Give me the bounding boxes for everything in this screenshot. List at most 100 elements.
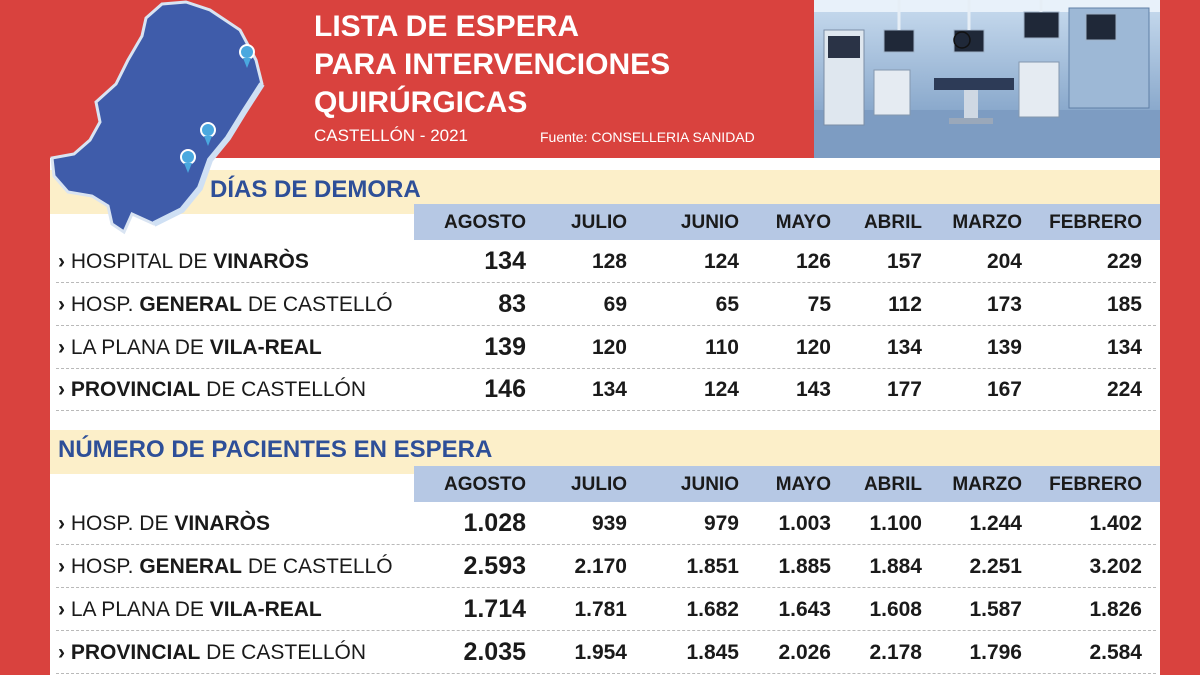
table-cell: 1.781 <box>574 598 627 621</box>
table-cell: 1.682 <box>686 598 739 621</box>
month-header-bar <box>414 466 1160 502</box>
column-header: FEBRERO <box>1049 474 1142 495</box>
row-label-bold: VINARÒS <box>213 250 309 273</box>
row-divider <box>56 673 1156 674</box>
table-cell: 167 <box>986 378 1022 401</box>
row-label-bold: VINARÒS <box>174 512 270 535</box>
title-line-1: LISTA DE ESPERA <box>314 10 580 43</box>
table-cell: 939 <box>591 512 627 535</box>
table-cell: 75 <box>807 293 831 316</box>
row-label-text: DE CASTELLÓN <box>200 641 367 664</box>
row-divider <box>56 325 1156 326</box>
table-cell: 1.796 <box>969 641 1022 664</box>
row-divider <box>56 544 1156 545</box>
table-cell: 139 <box>484 333 526 361</box>
table-cell: 177 <box>886 378 922 401</box>
table-cell: 69 <box>603 293 627 316</box>
table-cell: 979 <box>703 512 739 535</box>
row-label-bold: GENERAL <box>139 555 242 578</box>
row-label-text: DE CASTELLÓN <box>200 378 367 401</box>
row-divider <box>56 410 1156 411</box>
column-header: AGOSTO <box>444 474 526 495</box>
table-cell: 224 <box>1106 378 1142 401</box>
subtitle: CASTELLÓN - 2021 <box>314 126 469 145</box>
column-header: JULIO <box>571 474 627 495</box>
section-title: NÚMERO DE PACIENTES EN ESPERA <box>58 436 493 463</box>
row-label-bold: PROVINCIAL <box>70 378 201 401</box>
column-header: ABRIL <box>863 474 922 495</box>
table-cell: 1.845 <box>686 641 739 664</box>
chevron-right-icon: › <box>58 250 71 273</box>
table-cell: 1.714 <box>463 595 526 623</box>
hospital-pin-icon <box>200 122 216 146</box>
table-cell: 112 <box>888 293 922 316</box>
chevron-right-icon: › <box>58 293 71 316</box>
table-cell: 2.178 <box>869 641 922 664</box>
table-cell: 185 <box>1106 293 1142 316</box>
column-header: MAYO <box>775 474 831 495</box>
column-header: JUNIO <box>680 212 739 233</box>
table-cell: 2.251 <box>969 555 1022 578</box>
row-label-text: HOSPITAL DE <box>70 250 214 273</box>
map-of-castellon-icon <box>50 0 265 235</box>
table-cell: 173 <box>986 293 1022 316</box>
table-cell: 65 <box>715 293 739 316</box>
chevron-right-icon: › <box>58 336 71 359</box>
title-line-3: QUIRÚRGICAS <box>314 86 528 119</box>
table-cell: 134 <box>484 247 526 275</box>
table-cell: 120 <box>795 336 831 359</box>
title-line-2: PARA INTERVENCIONES <box>314 48 671 81</box>
table-cell: 124 <box>703 378 739 401</box>
column-header: ABRIL <box>863 212 922 233</box>
section-title: DÍAS DE DEMORA <box>210 176 421 203</box>
column-header: JUNIO <box>680 474 739 495</box>
table-cell: 128 <box>591 250 627 273</box>
hospital-pin-icon <box>180 149 196 173</box>
row-label-bold: PROVINCIAL <box>70 641 201 664</box>
table-cell: 2.170 <box>574 555 627 578</box>
table-cell: 229 <box>1106 250 1142 273</box>
row-label-text: DE CASTELLÓ <box>242 293 393 316</box>
chevron-right-icon: › <box>58 512 71 535</box>
table-cell: 2.026 <box>778 641 831 664</box>
row-label: › HOSP. GENERAL DE CASTELLÓ <box>58 293 393 317</box>
table-cell: 1.100 <box>869 512 922 535</box>
table-cell: 139 <box>986 336 1022 359</box>
table-cell: 126 <box>795 250 831 273</box>
title-block: LISTA DE ESPERA PARA INTERVENCIONES QUIR… <box>314 8 670 122</box>
chevron-right-icon: › <box>58 555 71 578</box>
row-divider <box>56 630 1156 631</box>
row-label-text: LA PLANA DE <box>70 336 210 359</box>
table-cell: 1.826 <box>1089 598 1142 621</box>
table-cell: 1.402 <box>1089 512 1142 535</box>
row-label-text: LA PLANA DE <box>70 598 210 621</box>
row-label: › PROVINCIAL DE CASTELLÓN <box>58 378 366 402</box>
chevron-right-icon: › <box>58 378 71 401</box>
row-label-bold: VILA-REAL <box>209 598 322 621</box>
hospital-pin-icon <box>239 44 255 68</box>
source-note: Fuente: CONSELLERIA SANIDAD <box>540 129 755 145</box>
table-cell: 1.244 <box>969 512 1022 535</box>
tables-panel: DÍAS DE DEMORA AGOSTO JULIO JUNIO MAYO ABRIL M… <box>50 158 1160 675</box>
row-label: › LA PLANA DE VILA-REAL <box>58 336 322 360</box>
row-label-bold: VILA-REAL <box>209 336 322 359</box>
month-header-bar <box>414 204 1160 240</box>
table-cell: 146 <box>484 375 526 403</box>
table-cell: 83 <box>498 290 526 318</box>
row-label: › HOSP. GENERAL DE CASTELLÓ <box>58 555 393 579</box>
row-label: › HOSPITAL DE VINARÒS <box>58 250 309 274</box>
row-label-text: HOSP. DE <box>70 512 175 535</box>
table-cell: 134 <box>886 336 922 359</box>
column-header: MAYO <box>775 212 831 233</box>
column-header: MARZO <box>952 212 1022 233</box>
row-label-text: HOSP. <box>70 293 140 316</box>
chevron-right-icon: › <box>58 598 71 621</box>
row-label-text: DE CASTELLÓ <box>242 555 393 578</box>
row-label-bold: GENERAL <box>139 293 242 316</box>
table-cell: 3.202 <box>1089 555 1142 578</box>
table-cell: 1.003 <box>778 512 831 535</box>
table-cell: 2.593 <box>463 552 526 580</box>
table-cell: 1.851 <box>686 555 739 578</box>
row-label: › HOSP. DE VINARÒS <box>58 512 270 536</box>
column-header: FEBRERO <box>1049 212 1142 233</box>
